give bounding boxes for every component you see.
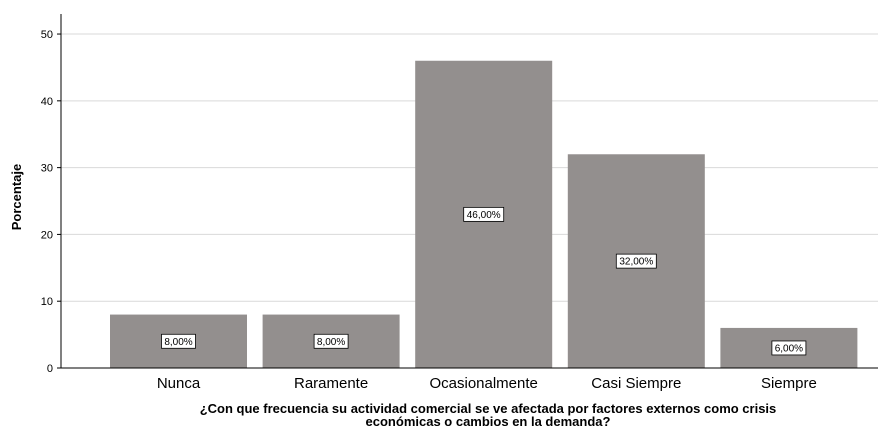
y-tick-label: 30 bbox=[41, 163, 53, 175]
data-label: 8,00% bbox=[317, 337, 345, 348]
x-category-label: Nunca bbox=[157, 375, 201, 392]
x-category-label: Raramente bbox=[294, 375, 368, 392]
x-category-label: Ocasionalmente bbox=[429, 375, 537, 392]
y-tick-label: 10 bbox=[41, 296, 53, 308]
x-category-label: Siempre bbox=[761, 375, 817, 392]
y-axis-label: Porcentaje bbox=[9, 164, 24, 230]
x-category-labels: Nunca Raramente Ocasionalmente Casi Siempre… bbox=[157, 375, 817, 392]
y-tick-labels: 0 10 20 30 40 50 bbox=[41, 29, 53, 375]
data-label: 6,00% bbox=[775, 343, 803, 354]
x-axis-label-line-1: ¿Con que frecuencia su actividad comerci… bbox=[200, 401, 777, 416]
data-label-box bbox=[313, 333, 349, 349]
axes bbox=[57, 14, 878, 369]
data-label: 46,00% bbox=[467, 210, 501, 221]
data-label-box bbox=[161, 333, 196, 349]
data-label: 8,00% bbox=[164, 337, 192, 348]
data-label: 32,00% bbox=[619, 257, 653, 268]
y-tick-label: 0 bbox=[47, 363, 53, 375]
data-label-box bbox=[463, 206, 505, 222]
data-label-box bbox=[771, 340, 807, 356]
y-tick-label: 20 bbox=[41, 229, 53, 241]
y-tick-label: 40 bbox=[41, 96, 53, 108]
x-category-label: Casi Siempre bbox=[591, 375, 681, 392]
data-label-box bbox=[615, 253, 657, 269]
data-labels: 8,00% 8,00% 46,00% 32,00% 6,00% bbox=[161, 206, 807, 356]
x-axis-label-line-2: económicas o cambios en la demanda? bbox=[366, 414, 611, 428]
y-tick-label: 50 bbox=[41, 29, 53, 41]
